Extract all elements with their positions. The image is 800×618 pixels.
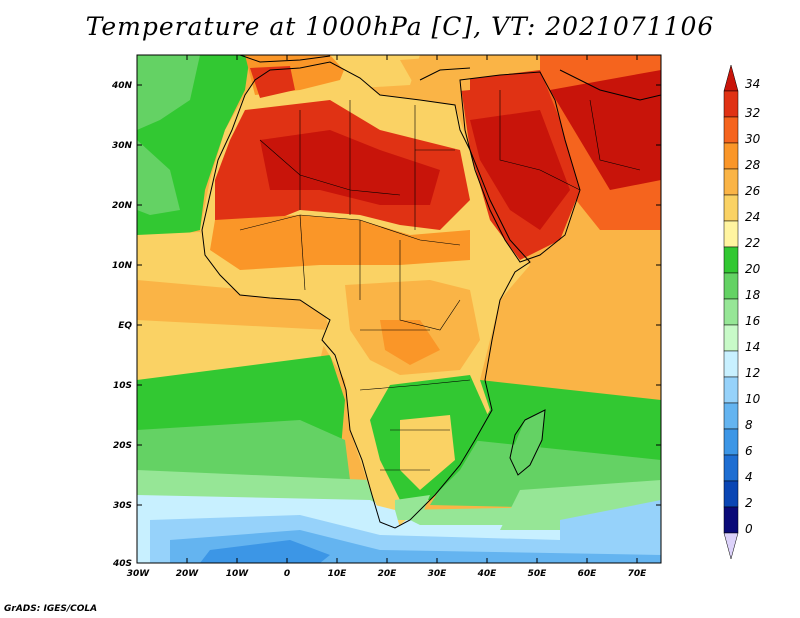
colorbar-segment	[723, 376, 739, 404]
lon-label: 50E	[528, 569, 548, 579]
colorbar-label: 8	[745, 418, 753, 432]
colorbar-label: 12	[745, 366, 760, 380]
lon-label: 10E	[328, 569, 348, 579]
map-title: Temperature at 1000hPa [C], VT: 20210711…	[85, 12, 715, 41]
colorbar-labels: 34 32 30 28 26 24 22 20 18 16 14 12 10 8…	[745, 77, 761, 536]
country-borders	[239, 90, 641, 471]
colorbar-label: 26	[745, 184, 761, 198]
colorbar-label: 18	[745, 288, 761, 302]
colorbar-label: 10	[745, 392, 761, 406]
colorbar-segment	[723, 324, 739, 352]
colorbar-segment	[723, 220, 739, 248]
lat-ticks	[137, 84, 661, 506]
plot-frame	[136, 54, 662, 564]
colorbar-segment	[723, 116, 739, 144]
colorbar-segment	[723, 350, 739, 378]
colorbar-segment	[723, 402, 739, 430]
lon-label: 30W	[127, 569, 151, 579]
colorbar-label: 14	[745, 340, 760, 354]
colorbar-segment	[723, 194, 739, 222]
colorbar-segment	[723, 480, 739, 508]
colorbar-segment	[723, 64, 739, 92]
lat-label: 20N	[112, 201, 133, 211]
colorbar-label: 24	[745, 210, 760, 224]
lat-label: 10S	[113, 381, 132, 391]
colorbar-segment	[723, 142, 739, 170]
credit-text: GrADS: IGES/COLA	[4, 604, 98, 614]
colorbar-segment	[723, 454, 739, 482]
colorbar-segment	[723, 246, 739, 274]
lon-axis: 30W 20W 10W 0 10E 20E 30E 40E 50E 60E 70…	[127, 569, 647, 579]
colorbar-label: 4	[745, 470, 753, 484]
lon-label: 60E	[578, 569, 598, 579]
lon-label: 20E	[378, 569, 398, 579]
colorbar-segment	[723, 506, 739, 534]
lat-label: 10N	[112, 261, 133, 271]
lon-label: 30E	[428, 569, 448, 579]
colorbar-segment	[723, 272, 739, 300]
lon-label: 10W	[226, 569, 250, 579]
colorbar-label: 34	[745, 77, 760, 91]
colorbar-segment	[723, 168, 739, 196]
lat-label: 40S	[112, 559, 132, 569]
colorbar-label: 20	[745, 262, 761, 276]
colorbar-label: 22	[745, 236, 760, 250]
coastlines	[201, 55, 661, 529]
colorbar-segment	[723, 298, 739, 326]
colorbar-label: 0	[745, 522, 753, 536]
lat-label: 40N	[111, 81, 133, 91]
colorbar-label: 6	[745, 444, 753, 458]
colorbar-label: 16	[745, 314, 761, 328]
lon-label: 40E	[477, 569, 498, 579]
colorbar	[723, 64, 739, 560]
colorbar-label: 32	[745, 106, 760, 120]
lat-label: EQ	[118, 321, 132, 331]
colorbar-label: 30	[745, 132, 761, 146]
colorbar-label: 28	[745, 158, 761, 172]
lat-label: 30S	[113, 501, 132, 511]
lat-axis: 40N 30N 20N 10N EQ 10S 20S 30S 40S	[111, 81, 133, 569]
lat-label: 30N	[112, 141, 133, 151]
colorbar-segment	[723, 90, 739, 118]
lon-ticks	[186, 55, 638, 563]
lon-label: 20W	[176, 569, 200, 579]
temperature-field	[137, 55, 661, 563]
colorbar-segment	[723, 428, 739, 456]
lon-label: 0	[284, 569, 290, 579]
lat-label: 20S	[113, 441, 132, 451]
lon-label: 70E	[628, 569, 648, 579]
colorbar-label: 2	[745, 496, 753, 510]
colorbar-segment	[723, 532, 739, 560]
